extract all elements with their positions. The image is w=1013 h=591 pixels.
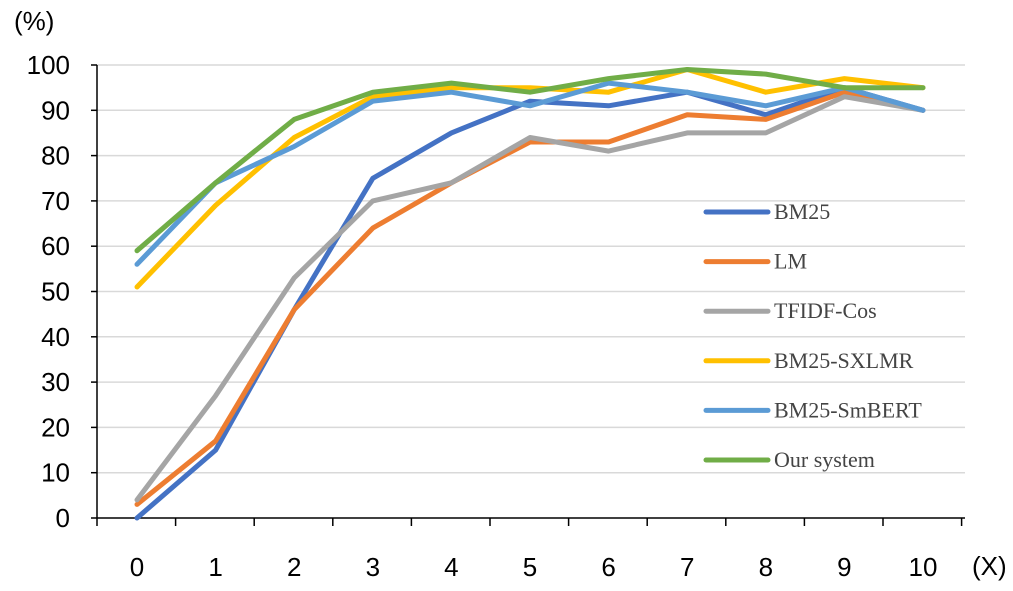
legend-label: Our system — [774, 447, 875, 472]
x-tick-labels: 0 1 2 3 4 5 6 7 8 9 10 — [130, 552, 938, 582]
y-tick-label: 60 — [41, 231, 70, 261]
y-tick-label: 40 — [41, 322, 70, 352]
y-tick-label: 90 — [41, 95, 70, 125]
series-line-our-system — [134, 67, 926, 254]
legend-entry: BM25-SmBERT — [703, 397, 922, 422]
y-tick-label: 20 — [41, 412, 70, 442]
legend-entry: Our system — [703, 447, 875, 472]
y-axis-unit-label: (%) — [14, 6, 54, 36]
series-line-lm — [134, 89, 926, 507]
series-line-bm25-smbert — [134, 80, 926, 267]
x-tick-label: 9 — [837, 552, 851, 582]
y-tick-label: 10 — [41, 458, 70, 488]
y-tick-label: 50 — [41, 277, 70, 307]
y-tick-label: 30 — [41, 367, 70, 397]
legend-entry: BM25-SXLMR — [703, 348, 914, 373]
x-tick-label: 8 — [759, 552, 773, 582]
legend-entry: LM — [703, 249, 807, 274]
y-tick-label: 100 — [27, 50, 70, 80]
x-tick-label: 3 — [366, 552, 380, 582]
x-tick-label: 5 — [523, 552, 537, 582]
legend-entry: TFIDF-Cos — [703, 298, 877, 323]
y-tick-labels: 0 10 20 30 40 50 60 70 80 90 100 — [27, 50, 70, 533]
legend-label: BM25-SmBERT — [774, 397, 922, 422]
x-tick-label: 7 — [680, 552, 694, 582]
x-tick-label: 1 — [208, 552, 222, 582]
legend-entry: BM25 — [703, 199, 830, 224]
series-lines — [134, 67, 926, 521]
x-tick-label: 4 — [444, 552, 458, 582]
x-tick-label: 0 — [130, 552, 144, 582]
x-tick-label: 10 — [909, 552, 938, 582]
x-tick-label: 6 — [601, 552, 615, 582]
legend-label: LM — [774, 249, 807, 274]
x-axis-unit-label: (X) — [972, 551, 1007, 581]
series-line-tfidf-cos — [134, 94, 926, 503]
axes — [91, 64, 965, 526]
y-tick-label: 0 — [56, 503, 70, 533]
x-tick-label: 2 — [287, 552, 301, 582]
legend-label: TFIDF-Cos — [774, 298, 877, 323]
y-tick-label: 70 — [41, 186, 70, 216]
legend-label: BM25-SXLMR — [774, 348, 914, 373]
legend-label: BM25 — [774, 199, 830, 224]
y-tick-label: 80 — [41, 141, 70, 171]
legend: BM25 LM TFIDF-Cos BM25-SXLMR BM25-SmBERT Our … — [703, 199, 922, 472]
gridlines — [97, 64, 965, 474]
